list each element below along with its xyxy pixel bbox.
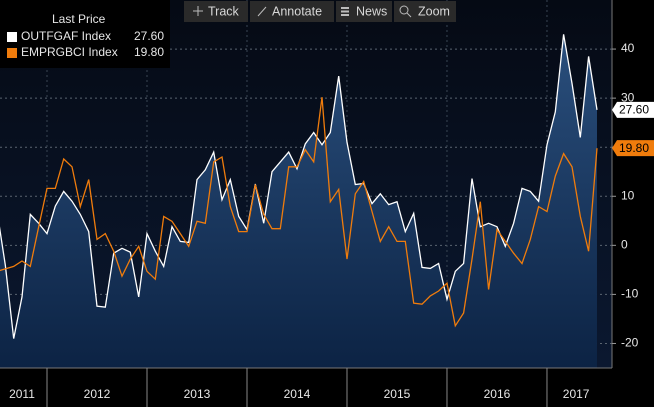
y-tick-label: 40 (621, 41, 635, 55)
series-line (0, 97, 598, 328)
news-icon (341, 7, 349, 16)
last-value-label: 27.60 (619, 103, 649, 117)
last-value-label: 19.80 (619, 141, 649, 155)
y-tick-label: -10 (621, 287, 639, 301)
zoom-label[interactable]: Zoom (418, 4, 450, 18)
annotate-button[interactable] (250, 1, 334, 22)
last-value-tag (612, 101, 654, 118)
x-tick-label: 2015 (384, 387, 411, 401)
y-tick-label: 10 (621, 188, 635, 202)
legend-items: OUTFGAF Index 27.60 EMPRGBCI Index 19.80 (7, 29, 164, 59)
annotate-label[interactable]: Annotate (272, 4, 322, 18)
legend-label: EMPRGBCI Index (21, 45, 118, 59)
news-button[interactable] (336, 1, 392, 22)
toolbar: Track Annotate News Zoom (184, 1, 456, 22)
last-value-tag (612, 140, 654, 157)
legend: Last Price OUTFGAF Index 27.60 EMPRGBCI In… (0, 0, 170, 68)
x-tick-label: 2017 (563, 387, 590, 401)
series-area (0, 34, 597, 368)
y-tick-label: 30 (621, 90, 635, 104)
track-icon (193, 6, 203, 16)
x-tick-label: 2013 (184, 387, 211, 401)
legend-title: Last Price (52, 12, 106, 26)
x-tick-label: 2014 (284, 387, 311, 401)
x-tick-label: 2012 (84, 387, 111, 401)
legend-value: 27.60 (134, 29, 164, 43)
zoom-icon (399, 5, 412, 18)
legend-box (0, 0, 170, 68)
x-tick-label: 2011 (9, 387, 35, 401)
y-tick-label: -20 (621, 336, 639, 350)
zoom-button[interactable] (394, 1, 456, 22)
legend-swatch (7, 48, 17, 58)
legend-label: OUTFGAF Index (21, 29, 111, 43)
annotate-icon (257, 6, 267, 17)
x-tick-label: 2016 (484, 387, 511, 401)
news-label[interactable]: News (356, 4, 387, 18)
x-axis-band (0, 368, 654, 407)
legend-value: 19.80 (134, 45, 164, 59)
track-button[interactable] (184, 1, 248, 22)
axes: -20-100102030402011201220132014201520162… (9, 41, 654, 407)
y-tick-label: 0 (621, 238, 628, 252)
legend-swatch (7, 32, 17, 42)
y-axis-band (612, 0, 654, 368)
series-line (0, 34, 598, 339)
track-label[interactable]: Track (208, 4, 240, 18)
